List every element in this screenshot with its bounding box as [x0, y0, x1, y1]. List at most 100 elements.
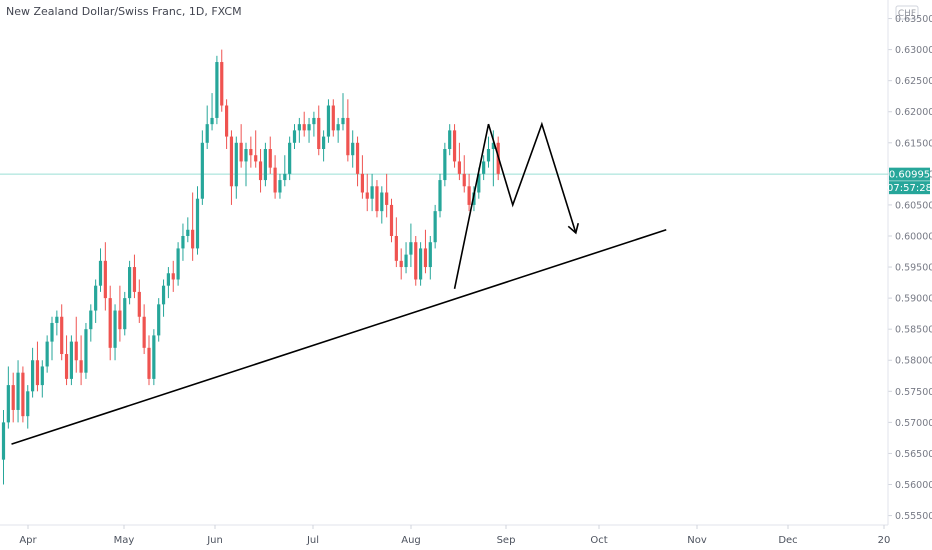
candle — [438, 173, 442, 218]
time-axis[interactable]: Apr May Jun Jul Aug Sep Oct Nov Dec 20 — [19, 525, 890, 546]
candle-body — [448, 130, 452, 150]
candle-body — [181, 235, 185, 249]
candle — [176, 242, 180, 286]
candle-body — [200, 142, 204, 199]
candle-body — [370, 186, 374, 199]
price-tick-label: 0.56000 — [895, 480, 932, 491]
candle-body — [94, 285, 98, 311]
candle-body — [482, 161, 486, 174]
candle — [11, 372, 15, 423]
candle — [21, 366, 25, 423]
candle-body — [123, 298, 127, 330]
candle-body — [108, 298, 112, 348]
double-top-pattern[interactable] — [453, 121, 577, 289]
candle — [50, 316, 54, 361]
candle — [45, 335, 49, 373]
currency-text: CHF — [898, 9, 916, 19]
candle — [375, 180, 379, 218]
currency-label: CHF — [895, 5, 919, 20]
candle-body — [365, 192, 369, 199]
candle — [215, 55, 219, 125]
candle — [234, 136, 238, 199]
candle-body — [258, 161, 263, 181]
candle — [220, 49, 224, 112]
candle — [268, 136, 272, 174]
candle-body — [351, 142, 355, 156]
candle-body — [317, 117, 321, 150]
price-tick-label: 0.62000 — [895, 107, 932, 118]
drawings[interactable] — [11, 121, 667, 445]
candle-body — [225, 105, 229, 137]
candle — [254, 130, 258, 168]
price-axis[interactable]: 0.635000.630000.625000.620000.615000.610… — [895, 14, 932, 522]
candle — [258, 149, 263, 193]
candle — [278, 173, 282, 199]
candle — [457, 142, 461, 181]
candle-body — [229, 136, 234, 187]
candle — [244, 142, 248, 187]
support-trendline[interactable] — [11, 229, 667, 445]
candle — [113, 304, 117, 361]
candle-body — [210, 117, 214, 125]
candle — [283, 155, 287, 187]
candle — [351, 130, 355, 168]
candle-body — [341, 117, 345, 125]
price-tick-label: 0.62500 — [895, 76, 932, 87]
candle — [292, 124, 297, 150]
candle — [89, 304, 93, 342]
candle — [152, 329, 156, 386]
candle-body — [346, 117, 350, 156]
price-tick-label: 0.58500 — [895, 325, 932, 336]
candle-body — [118, 310, 122, 330]
candle-body — [113, 310, 117, 348]
candle — [26, 385, 30, 429]
candle — [157, 298, 161, 342]
candle — [79, 335, 83, 386]
candle-body — [11, 385, 15, 410]
candle-body — [166, 273, 170, 286]
time-tick-label: 20 — [878, 535, 891, 546]
candle — [166, 267, 170, 299]
candle — [317, 105, 321, 156]
candle-body — [292, 130, 297, 143]
time-tick-label: Sep — [497, 535, 516, 546]
candle — [365, 173, 369, 212]
candle — [249, 136, 253, 168]
price-tick-label: 0.63500 — [895, 14, 932, 25]
candle — [312, 111, 316, 137]
candle-body — [283, 173, 287, 181]
price-tick-label: 0.59000 — [895, 294, 932, 305]
time-tick-label: Jul — [306, 535, 319, 546]
price-tick-label: 0.59500 — [895, 263, 932, 274]
price-tick-label: 0.63000 — [895, 45, 932, 56]
candle — [161, 279, 166, 317]
time-tick-label: Aug — [401, 535, 421, 546]
candle-body — [239, 142, 243, 162]
candle-body — [486, 149, 491, 162]
candle-body — [26, 391, 30, 417]
candle-body — [322, 136, 326, 150]
candle-body — [89, 310, 93, 330]
candle — [385, 173, 389, 218]
candle-body — [462, 173, 466, 187]
candle-body — [249, 149, 253, 156]
candle — [404, 242, 408, 274]
candle-body — [244, 149, 248, 162]
candle-body — [302, 124, 306, 131]
candle-body — [355, 142, 360, 174]
candle-body — [380, 192, 384, 212]
candle-body — [360, 173, 364, 193]
candle-body — [84, 329, 88, 373]
candle — [467, 173, 471, 212]
candle-body — [161, 285, 166, 305]
candle-body — [452, 130, 457, 162]
countdown-value: 07:57:28 — [887, 183, 932, 194]
candle — [433, 204, 437, 249]
candle — [142, 304, 146, 355]
candle — [55, 310, 59, 336]
candle-body — [45, 341, 49, 367]
grid — [888, 18, 892, 517]
candle — [60, 304, 64, 361]
